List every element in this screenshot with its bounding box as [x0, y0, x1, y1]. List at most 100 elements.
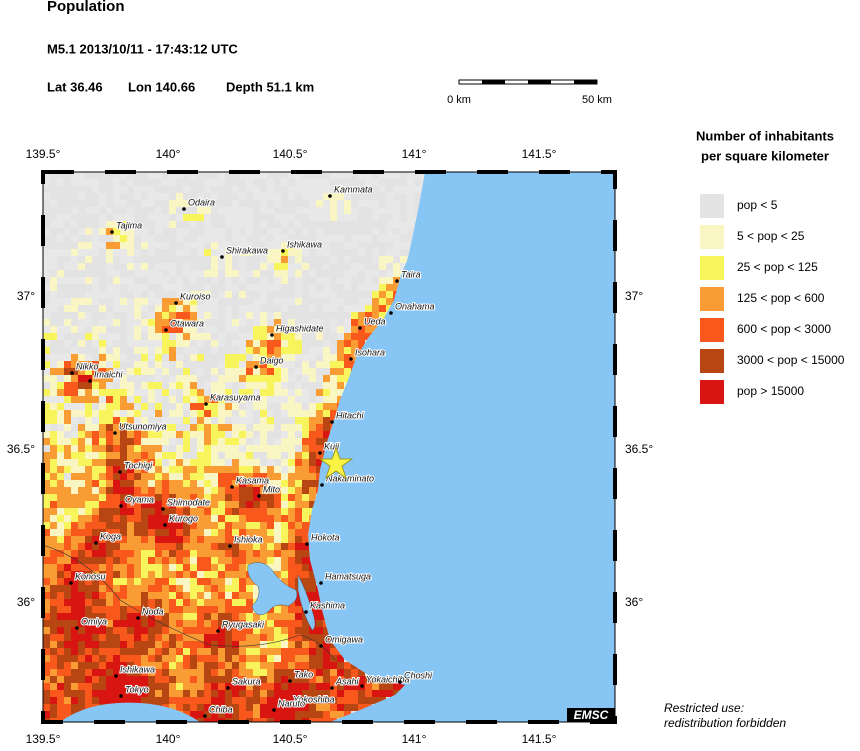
pop-cell — [50, 431, 57, 438]
pop-cell — [183, 494, 190, 501]
pop-cell — [260, 543, 267, 550]
pop-cell — [218, 298, 225, 305]
pop-cell — [267, 438, 274, 445]
pop-cell — [50, 669, 57, 676]
pop-cell — [246, 711, 253, 718]
pop-cell — [351, 249, 358, 256]
pop-cell — [85, 256, 92, 263]
pop-cell — [155, 382, 162, 389]
pop-cell — [204, 501, 211, 508]
pop-cell — [190, 620, 197, 627]
pop-cell — [127, 459, 134, 466]
pop-cell — [225, 634, 232, 641]
pop-cell — [85, 697, 92, 704]
city-dot — [320, 483, 324, 487]
pop-cell — [127, 494, 134, 501]
pop-cell — [295, 403, 302, 410]
pop-cell — [281, 354, 288, 361]
pop-cell — [99, 256, 106, 263]
pop-cell — [71, 319, 78, 326]
pop-cell — [78, 536, 85, 543]
pop-cell — [71, 508, 78, 515]
pop-cell — [253, 403, 260, 410]
pop-cell — [274, 620, 281, 627]
pop-cell — [204, 606, 211, 613]
pop-cell — [127, 683, 134, 690]
city-label: Odaira — [188, 197, 215, 207]
pop-cell — [50, 683, 57, 690]
pop-cell — [71, 396, 78, 403]
pop-cell — [218, 368, 225, 375]
pop-cell — [309, 634, 316, 641]
pop-cell — [183, 417, 190, 424]
pop-cell — [64, 235, 71, 242]
pop-cell — [267, 305, 274, 312]
pop-cell — [85, 333, 92, 340]
pop-cell — [260, 522, 267, 529]
pop-cell — [134, 480, 141, 487]
pop-cell — [197, 361, 204, 368]
pop-cell — [113, 536, 120, 543]
pop-cell — [64, 487, 71, 494]
pop-cell — [197, 557, 204, 564]
pop-cell — [106, 571, 113, 578]
pop-cell — [134, 557, 141, 564]
pop-cell — [57, 207, 64, 214]
pop-cell — [43, 676, 50, 683]
pop-cell — [134, 501, 141, 508]
pop-cell — [211, 543, 218, 550]
pop-cell — [288, 697, 295, 704]
pop-cell — [323, 375, 330, 382]
pop-cell — [295, 494, 302, 501]
pop-cell — [85, 536, 92, 543]
pop-cell — [309, 690, 316, 697]
pop-cell — [85, 669, 92, 676]
pop-cell — [295, 347, 302, 354]
city-label: Nikko — [76, 361, 99, 371]
pop-cell — [162, 340, 169, 347]
pop-cell — [302, 711, 309, 718]
pop-cell — [302, 298, 309, 305]
pop-cell — [169, 459, 176, 466]
pop-cell — [106, 214, 113, 221]
city-dot — [398, 680, 402, 684]
pop-cell — [211, 396, 218, 403]
pop-cell — [211, 284, 218, 291]
pop-cell — [113, 669, 120, 676]
pop-cell — [85, 340, 92, 347]
pop-cell — [92, 683, 99, 690]
city-dot — [330, 420, 334, 424]
pop-cell — [120, 606, 127, 613]
pop-cell — [134, 424, 141, 431]
pop-cell — [148, 515, 155, 522]
pop-cell — [134, 550, 141, 557]
pop-cell — [253, 592, 260, 599]
pop-cell — [302, 200, 309, 207]
pop-cell — [148, 522, 155, 529]
pop-cell — [239, 634, 246, 641]
pop-cell — [211, 473, 218, 480]
pop-cell — [218, 480, 225, 487]
pop-cell — [260, 690, 267, 697]
pop-cell — [148, 403, 155, 410]
pop-cell — [113, 445, 120, 452]
pop-cell — [162, 655, 169, 662]
pop-cell — [330, 704, 337, 711]
pop-cell — [169, 606, 176, 613]
pop-cell — [43, 221, 50, 228]
pop-cell — [176, 375, 183, 382]
pop-cell — [141, 690, 148, 697]
pop-cell — [43, 592, 50, 599]
pop-cell — [253, 620, 260, 627]
pop-cell — [379, 263, 386, 270]
pop-cell — [197, 473, 204, 480]
pop-cell — [120, 438, 127, 445]
pop-cell — [148, 613, 155, 620]
pop-cell — [218, 557, 225, 564]
pop-cell — [176, 368, 183, 375]
pop-cell — [148, 557, 155, 564]
pop-cell — [344, 669, 351, 676]
pop-cell — [288, 662, 295, 669]
pop-cell — [148, 676, 155, 683]
pop-cell — [253, 459, 260, 466]
